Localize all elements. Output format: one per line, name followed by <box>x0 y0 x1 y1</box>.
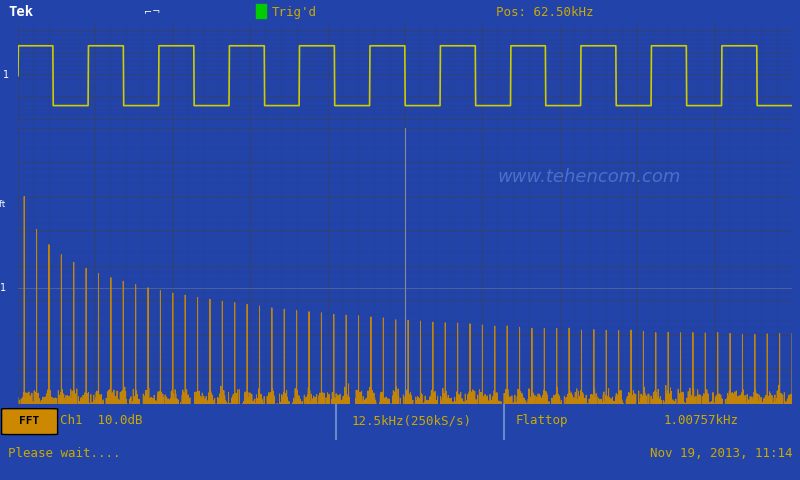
Text: ⌐¬: ⌐¬ <box>144 7 160 17</box>
Bar <box>256 4 266 18</box>
Text: fft: fft <box>0 200 6 209</box>
Text: Pos: 62.50kHz: Pos: 62.50kHz <box>496 6 594 19</box>
Text: FFT: FFT <box>19 416 40 426</box>
Text: 1: 1 <box>2 70 9 80</box>
FancyBboxPatch shape <box>2 408 58 434</box>
Text: Ch1  10.0dB: Ch1 10.0dB <box>60 414 142 427</box>
Text: Please wait....: Please wait.... <box>8 447 121 460</box>
Text: 1: 1 <box>0 283 6 293</box>
Text: Flattop: Flattop <box>516 414 569 427</box>
Text: 1.00757kHz: 1.00757kHz <box>664 414 739 427</box>
Text: Trig'd: Trig'd <box>272 6 317 19</box>
Text: Nov 19, 2013, 11:14: Nov 19, 2013, 11:14 <box>650 447 792 460</box>
Text: 12.5kHz(250kS/s): 12.5kHz(250kS/s) <box>352 414 472 427</box>
Text: www.tehencom.com: www.tehencom.com <box>498 168 682 186</box>
Text: Tek: Tek <box>8 5 33 19</box>
